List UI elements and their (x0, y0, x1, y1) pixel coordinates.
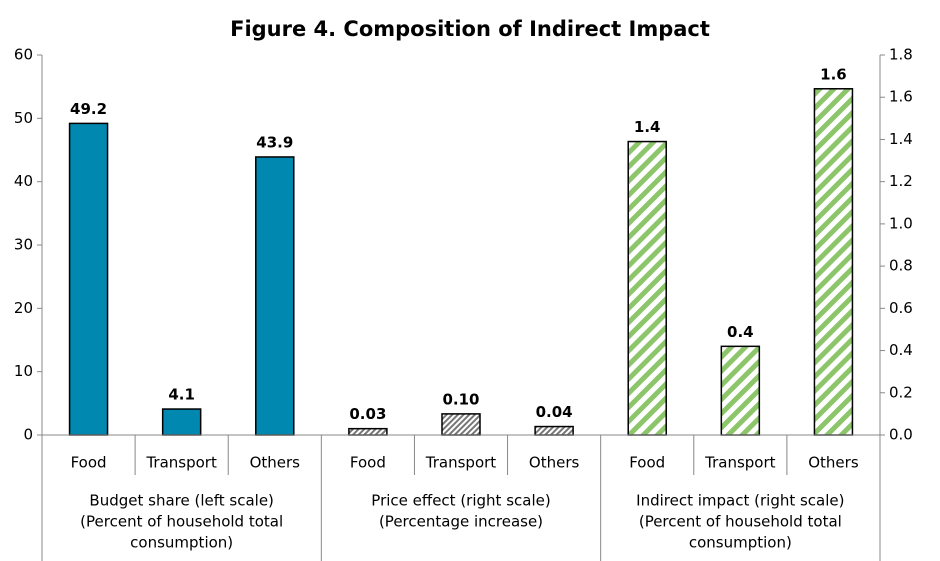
bar (534, 425, 574, 436)
value-label: 1.6 (820, 65, 847, 83)
y-tick-label: 60 (14, 46, 33, 64)
x-tick-label: Food (350, 454, 386, 472)
value-label: 43.9 (256, 133, 293, 151)
group-label: consumption) (130, 534, 233, 552)
value-label: 0.04 (536, 403, 573, 421)
y2-tick-label: 0.4 (889, 341, 913, 359)
group-label: Budget share (left scale) (89, 492, 273, 510)
x-tick-label: Transport (145, 454, 217, 472)
group-label: Indirect impact (right scale) (636, 492, 844, 510)
x-tick-label: Others (250, 454, 301, 472)
value-label: 0.10 (442, 390, 479, 408)
group-label: (Percentage increase) (379, 513, 543, 531)
y2-tick-label: 1.8 (889, 46, 913, 64)
bar (813, 88, 854, 436)
y2-tick-label: 0.8 (889, 257, 913, 275)
group-label: consumption) (689, 534, 792, 552)
y2-tick-label: 0.6 (889, 299, 913, 317)
bar (68, 122, 109, 436)
value-label: 49.2 (70, 100, 107, 118)
y2-tick-label: 1.0 (889, 214, 913, 232)
y-tick-label: 50 (14, 109, 33, 127)
y2-tick-label: 1.6 (889, 88, 913, 106)
y-tick-label: 40 (14, 172, 33, 190)
y2-tick-label: 0.2 (889, 383, 913, 401)
x-tick-label: Others (529, 454, 580, 472)
x-tick-label: Transport (704, 454, 776, 472)
y2-tick-label: 1.4 (889, 130, 913, 148)
x-tick-label: Others (808, 454, 859, 472)
bar (720, 345, 761, 436)
group-label: (Percent of household total (80, 513, 283, 531)
bar (255, 156, 295, 436)
bar (627, 140, 667, 436)
y2-tick-label: 0.0 (889, 426, 913, 444)
chart-title: Figure 4. Composition of Indirect Impact (230, 17, 710, 41)
value-label: 1.4 (634, 118, 661, 136)
group-label: (Percent of household total (639, 513, 842, 531)
value-label: 0.03 (349, 405, 386, 423)
y2-tick-label: 1.2 (889, 172, 913, 190)
bar (161, 408, 202, 436)
y-tick-label: 10 (14, 362, 33, 380)
y-tick-label: 30 (14, 236, 33, 254)
x-tick-label: Food (71, 454, 107, 472)
group-label: Price effect (right scale) (371, 492, 550, 510)
x-tick-label: Transport (425, 454, 497, 472)
bar (441, 413, 481, 436)
y-tick-label: 0 (23, 426, 33, 444)
value-label: 0.4 (727, 323, 754, 341)
bar (348, 427, 388, 436)
x-tick-label: Food (629, 454, 665, 472)
y-tick-label: 20 (14, 299, 33, 317)
value-label: 4.1 (168, 386, 195, 404)
